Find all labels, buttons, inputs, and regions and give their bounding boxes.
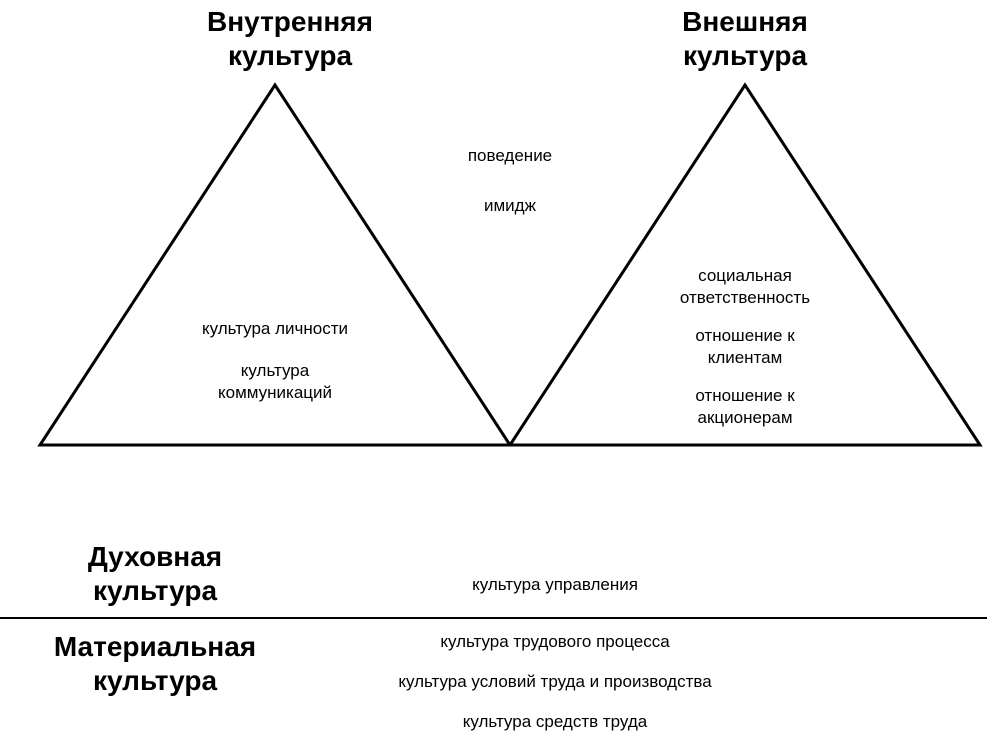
left-label-communications-text: культуракоммуникаций [218, 361, 332, 402]
center-label-image-text: имидж [484, 196, 536, 215]
right-label-shareholders: отношение какционерам [650, 385, 840, 429]
center-label-image: имидж [440, 195, 580, 217]
heading-material-culture: Материальнаякультура [15, 630, 295, 697]
right-label-social-text: социальнаяответственность [680, 266, 810, 307]
bottom-item-labor-conditions: культура условий труда и производства [380, 672, 730, 692]
heading-material-culture-text: Материальнаякультура [54, 631, 256, 696]
bottom-item-management: культура управления [380, 575, 730, 595]
left-label-personality: культура личности [170, 318, 380, 340]
left-label-personality-text: культура личности [202, 319, 348, 338]
right-label-clients-text: отношение кклиентам [695, 326, 794, 367]
heading-spiritual-culture: Духовнаякультура [40, 540, 270, 607]
right-label-clients: отношение кклиентам [650, 325, 840, 369]
bottom-item-management-text: культура управления [472, 575, 638, 594]
center-label-behavior: поведение [440, 145, 580, 167]
center-label-behavior-text: поведение [468, 146, 552, 165]
bottom-item-labor-process-text: культура трудового процесса [440, 632, 669, 651]
left-label-communications: культуракоммуникаций [170, 360, 380, 404]
bottom-item-labor-process: культура трудового процесса [380, 632, 730, 652]
heading-spiritual-culture-text: Духовнаякультура [88, 541, 222, 606]
right-label-shareholders-text: отношение какционерам [695, 386, 794, 427]
right-label-social: социальнаяответственность [650, 265, 840, 309]
bottom-item-labor-means: культура средств труда [380, 712, 730, 732]
bottom-item-labor-conditions-text: культура условий труда и производства [398, 672, 711, 691]
horizontal-divider [0, 617, 987, 619]
bottom-item-labor-means-text: культура средств труда [463, 712, 647, 731]
